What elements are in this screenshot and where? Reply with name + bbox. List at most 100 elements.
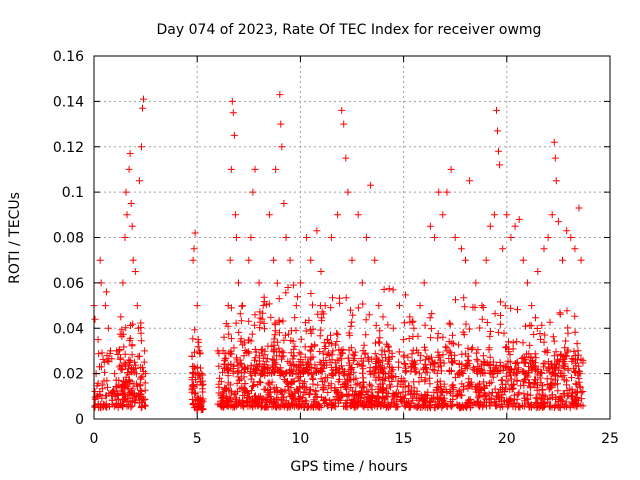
data-point [327, 331, 334, 339]
data-point [551, 154, 559, 162]
data-point [464, 352, 472, 360]
data-point [191, 326, 199, 334]
data-point [352, 381, 360, 389]
data-point [431, 401, 439, 408]
data-point [354, 211, 362, 219]
data-point [464, 399, 472, 406]
data-point [513, 338, 521, 346]
data-point [259, 368, 267, 376]
data-point [188, 382, 196, 390]
data-point [445, 367, 453, 375]
data-point [286, 256, 294, 264]
data-point [381, 348, 389, 356]
data-point [325, 339, 333, 347]
data-point [552, 365, 560, 373]
data-point [305, 403, 312, 410]
data-point [473, 355, 481, 363]
data-point [538, 395, 545, 402]
data-point [430, 360, 438, 368]
data-point [301, 353, 309, 361]
data-point [401, 377, 409, 385]
data-point [121, 379, 129, 387]
data-point [357, 399, 365, 406]
data-point [284, 399, 292, 407]
data-point [96, 403, 104, 411]
data-point [109, 388, 117, 396]
data-point [335, 368, 343, 376]
data-point [519, 256, 527, 264]
data-point [309, 301, 316, 309]
data-point [448, 359, 456, 367]
data-point [103, 403, 111, 411]
data-point [560, 390, 568, 398]
data-point [409, 317, 417, 325]
data-point [486, 222, 494, 230]
data-point [508, 385, 516, 393]
data-point [103, 392, 110, 400]
data-point [291, 389, 299, 397]
data-point [321, 302, 329, 310]
data-point [135, 399, 143, 407]
data-point [445, 319, 453, 327]
data-point [229, 109, 237, 117]
data-point [272, 403, 279, 410]
data-point [121, 391, 129, 399]
data-point [358, 361, 366, 369]
data-point [194, 343, 202, 351]
data-point [483, 359, 491, 367]
data-point [280, 200, 288, 207]
data-point [421, 321, 429, 329]
data-point [220, 333, 228, 341]
data-point [400, 400, 408, 408]
data-point [575, 204, 583, 212]
data-point [375, 339, 383, 347]
data-point [275, 295, 283, 303]
data-point [225, 386, 233, 394]
data-point [290, 360, 298, 368]
data-point [113, 347, 121, 355]
data-point [284, 284, 292, 291]
data-point [393, 382, 401, 390]
data-point [533, 386, 541, 394]
data-point [237, 335, 245, 343]
data-point [528, 366, 536, 374]
data-point [514, 366, 522, 374]
data-point [543, 375, 551, 383]
data-point [560, 364, 568, 372]
data-point [300, 389, 308, 396]
data-point [227, 360, 235, 368]
data-point [359, 300, 367, 308]
data-point [406, 313, 414, 321]
data-point [309, 325, 317, 333]
y-tick-label: 0.12 [53, 140, 84, 156]
data-point [384, 360, 392, 368]
data-point [216, 374, 224, 382]
data-point [316, 332, 324, 340]
data-point [564, 329, 572, 337]
data-point [324, 389, 332, 396]
data-point [319, 384, 327, 392]
data-point [451, 234, 459, 241]
data-point [531, 350, 539, 358]
data-point [277, 369, 284, 377]
data-point [563, 377, 571, 385]
data-point [349, 401, 357, 409]
data-point [141, 347, 149, 355]
data-point [494, 368, 502, 376]
data-point [129, 320, 137, 328]
data-point [541, 392, 549, 400]
data-point [371, 366, 379, 374]
data-point [295, 394, 303, 402]
data-point [273, 401, 281, 409]
data-point [126, 377, 134, 385]
data-point [365, 311, 373, 319]
data-point [362, 331, 370, 339]
data-point [407, 363, 415, 370]
data-point [505, 338, 512, 346]
data-point [256, 308, 264, 316]
data-point [452, 296, 459, 304]
data-point [474, 401, 482, 409]
data-point [505, 401, 513, 409]
data-point [344, 188, 352, 196]
data-point [256, 314, 264, 322]
